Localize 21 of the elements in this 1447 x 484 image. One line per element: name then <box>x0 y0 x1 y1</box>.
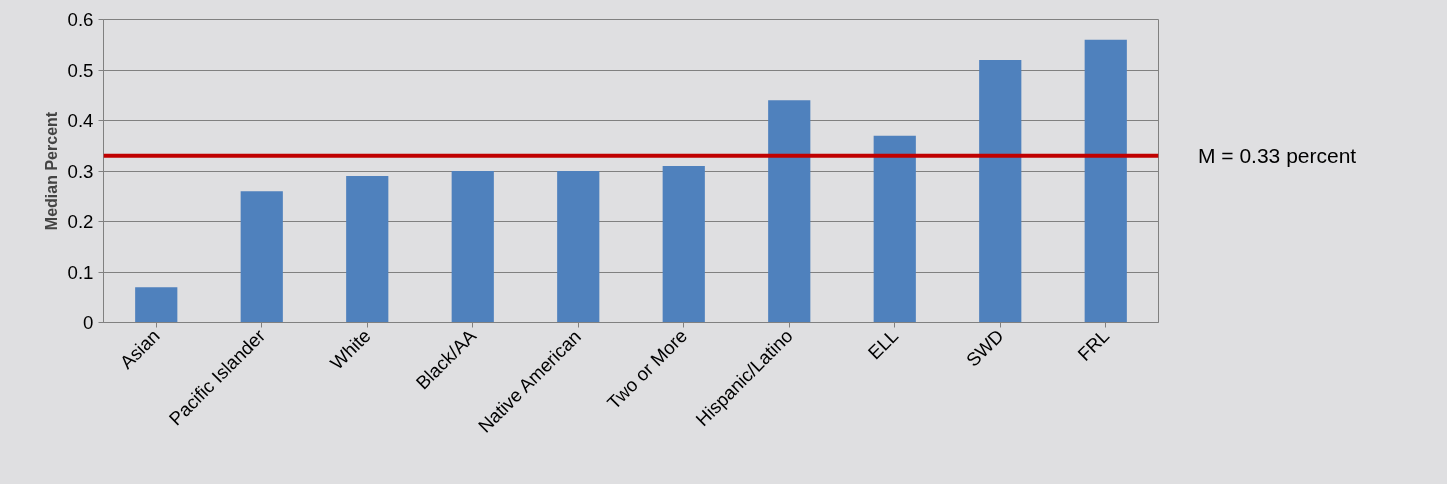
bar <box>979 59 1022 323</box>
bar <box>346 176 389 323</box>
y-tick-label: 0.3 <box>67 160 94 182</box>
y-tick-label: 0.1 <box>67 261 94 283</box>
bar <box>451 171 494 323</box>
y-tick-label: 0.4 <box>67 110 94 131</box>
y-tick-label: 0.6 <box>67 9 94 30</box>
bar <box>873 135 916 323</box>
y-tick-label: 0.2 <box>67 211 94 232</box>
y-tick-label: 0 <box>83 312 94 333</box>
y-tick-label: 0.5 <box>67 59 94 81</box>
bar <box>135 287 178 323</box>
bar <box>1084 39 1127 323</box>
bar <box>768 100 811 323</box>
x-tick-label: FRL <box>1073 325 1114 365</box>
bar <box>662 165 705 323</box>
y-axis-title: Median Percent <box>42 111 60 231</box>
x-tick-label: ELL <box>863 325 903 364</box>
bar <box>557 171 600 323</box>
ref-line-label: M = 0.33 percent <box>1198 143 1357 169</box>
bar <box>240 191 283 323</box>
